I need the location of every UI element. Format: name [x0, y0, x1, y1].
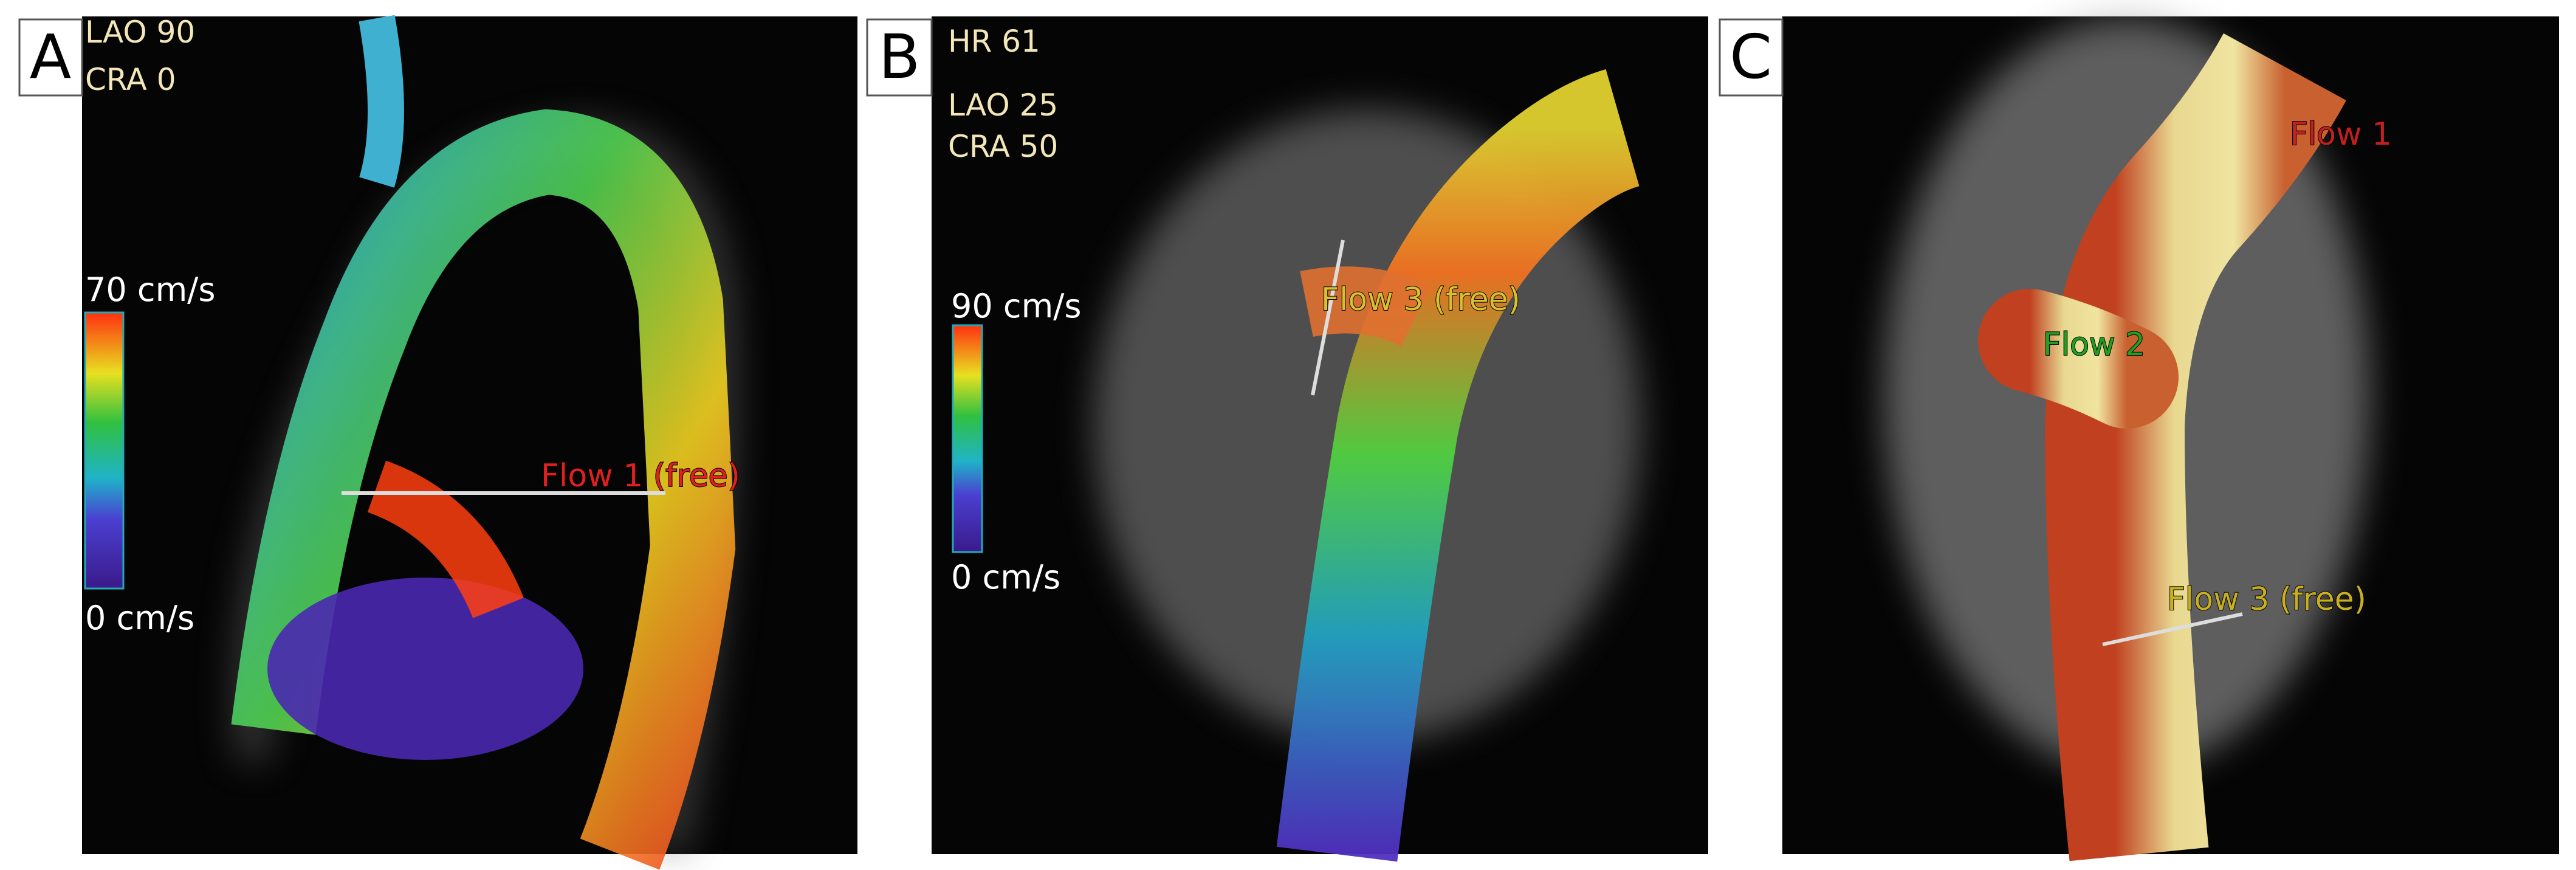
- flow-streamlines: [231, 109, 736, 870]
- jet-flow: [367, 460, 524, 619]
- colorbar-max: 90 cm/s: [951, 287, 1082, 325]
- view-label: CRA 50: [948, 129, 1058, 164]
- flow-label: Flow 2: [2043, 326, 2145, 363]
- measurement-plane: [1311, 240, 1345, 396]
- branch-streamlines: [1300, 266, 1431, 347]
- view-label: HR 61: [948, 24, 1040, 59]
- panel-letter: B: [879, 21, 921, 92]
- colorbar: [952, 324, 983, 553]
- panel-letter-box: [18, 18, 83, 97]
- colorbar-min: 0 cm/s: [85, 599, 194, 637]
- view-label: LAO 90: [85, 15, 195, 50]
- flow-streamlines: [1276, 69, 1641, 862]
- colorbar-min: 0 cm/s: [951, 558, 1060, 596]
- vessel-streamlines: [359, 15, 404, 188]
- colorbar-max: 70 cm/s: [85, 271, 216, 309]
- panel-letter: C: [1729, 21, 1772, 92]
- panel-letter-box: [866, 18, 933, 97]
- ventricle-flow: [267, 578, 583, 760]
- flow-label: Flow 3 (free): [2167, 581, 2366, 618]
- flow-label: Flow 1 (free): [541, 458, 740, 494]
- flow-label: Flow 3 (free): [1321, 281, 1520, 318]
- flow-label: Flow 1: [2290, 116, 2392, 153]
- view-label: CRA 0: [85, 62, 176, 97]
- colorbar: [84, 311, 125, 590]
- measurement-plane: [2102, 612, 2243, 646]
- branch-surface: [1978, 289, 2179, 429]
- view-label: LAO 25: [948, 88, 1058, 123]
- panel-letter-box: [1719, 18, 1784, 97]
- panel-letter: A: [30, 21, 71, 92]
